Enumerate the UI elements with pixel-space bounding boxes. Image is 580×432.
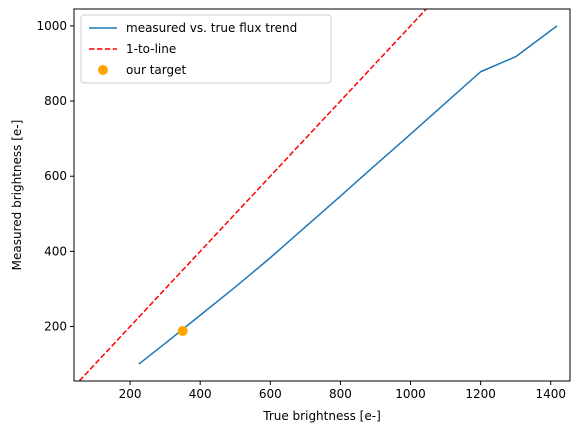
- y-tick-label: 1000: [36, 19, 67, 33]
- y-axis-label: Measured brightness [e-]: [10, 120, 24, 271]
- y-tick-label: 200: [44, 320, 67, 334]
- plot-frame: [73, 8, 571, 382]
- series-line-0: [138, 25, 558, 365]
- legend-entry-label: our target: [126, 63, 186, 77]
- legend-entry-label: measured vs. true flux trend: [126, 21, 297, 35]
- legend-swatch: [98, 65, 108, 75]
- legend: measured vs. true flux trend 1-to-line our…: [80, 14, 332, 84]
- y-tick-label: 800: [44, 94, 67, 108]
- x-axis: 200 400 600 800 1000 1200 1400: [119, 381, 566, 401]
- x-tick-label: 1000: [395, 387, 426, 401]
- x-tick-label: 1400: [535, 387, 566, 401]
- x-tick-label: 1200: [465, 387, 496, 401]
- series-layer: [78, 9, 558, 381]
- x-tick-label: 800: [329, 387, 352, 401]
- x-tick-label: 400: [189, 387, 212, 401]
- x-tick-label: 200: [119, 387, 142, 401]
- y-tick-label: 600: [44, 169, 67, 183]
- y-tick-label: 400: [44, 244, 67, 258]
- x-tick-label: 600: [259, 387, 282, 401]
- legend-box: [80, 14, 332, 84]
- series-line-1: [78, 9, 428, 381]
- legend-entry-label: 1-to-line: [126, 42, 176, 56]
- y-axis: 200 400 600 800 1000: [36, 19, 74, 334]
- scatter-point: [177, 326, 188, 337]
- x-axis-label: True brightness [e-]: [262, 409, 381, 423]
